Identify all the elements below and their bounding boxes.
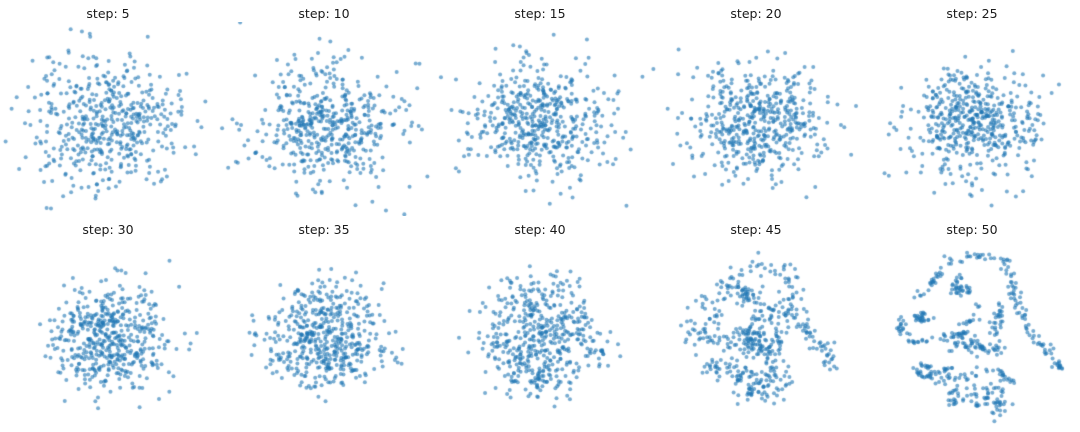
- scatter-canvas: [216, 238, 432, 432]
- subplot-title: step: 10: [298, 6, 350, 21]
- subplot-step-30: step: 30: [0, 216, 216, 432]
- scatter-canvas: [0, 238, 216, 432]
- subplot-step-35: step: 35: [216, 216, 432, 432]
- subplot-step-40: step: 40: [432, 216, 648, 432]
- subplot-title: step: 45: [730, 222, 782, 237]
- subplot-title: step: 30: [82, 222, 134, 237]
- scatter-canvas: [432, 238, 648, 432]
- scatter-canvas: [864, 238, 1080, 432]
- subplot-step-50: step: 50: [864, 216, 1080, 432]
- subplot-title: step: 35: [298, 222, 350, 237]
- subplot-title: step: 20: [730, 6, 782, 21]
- scatter-canvas: [216, 22, 432, 216]
- scatter-canvas: [432, 22, 648, 216]
- subplot-title: step: 5: [86, 6, 130, 21]
- subplot-step-10: step: 10: [216, 0, 432, 216]
- subplot-title: step: 15: [514, 6, 566, 21]
- scatter-canvas: [0, 22, 216, 216]
- scatter-canvas: [648, 22, 864, 216]
- subplot-step-15: step: 15: [432, 0, 648, 216]
- subplot-step-45: step: 45: [648, 216, 864, 432]
- subplot-title: step: 50: [946, 222, 998, 237]
- subplot-step-25: step: 25: [864, 0, 1080, 216]
- subplot-step-5: step: 5: [0, 0, 216, 216]
- scatter-canvas: [864, 22, 1080, 216]
- subplot-title: step: 25: [946, 6, 998, 21]
- scatter-canvas: [648, 238, 864, 432]
- subplot-title: step: 40: [514, 222, 566, 237]
- subplot-step-20: step: 20: [648, 0, 864, 216]
